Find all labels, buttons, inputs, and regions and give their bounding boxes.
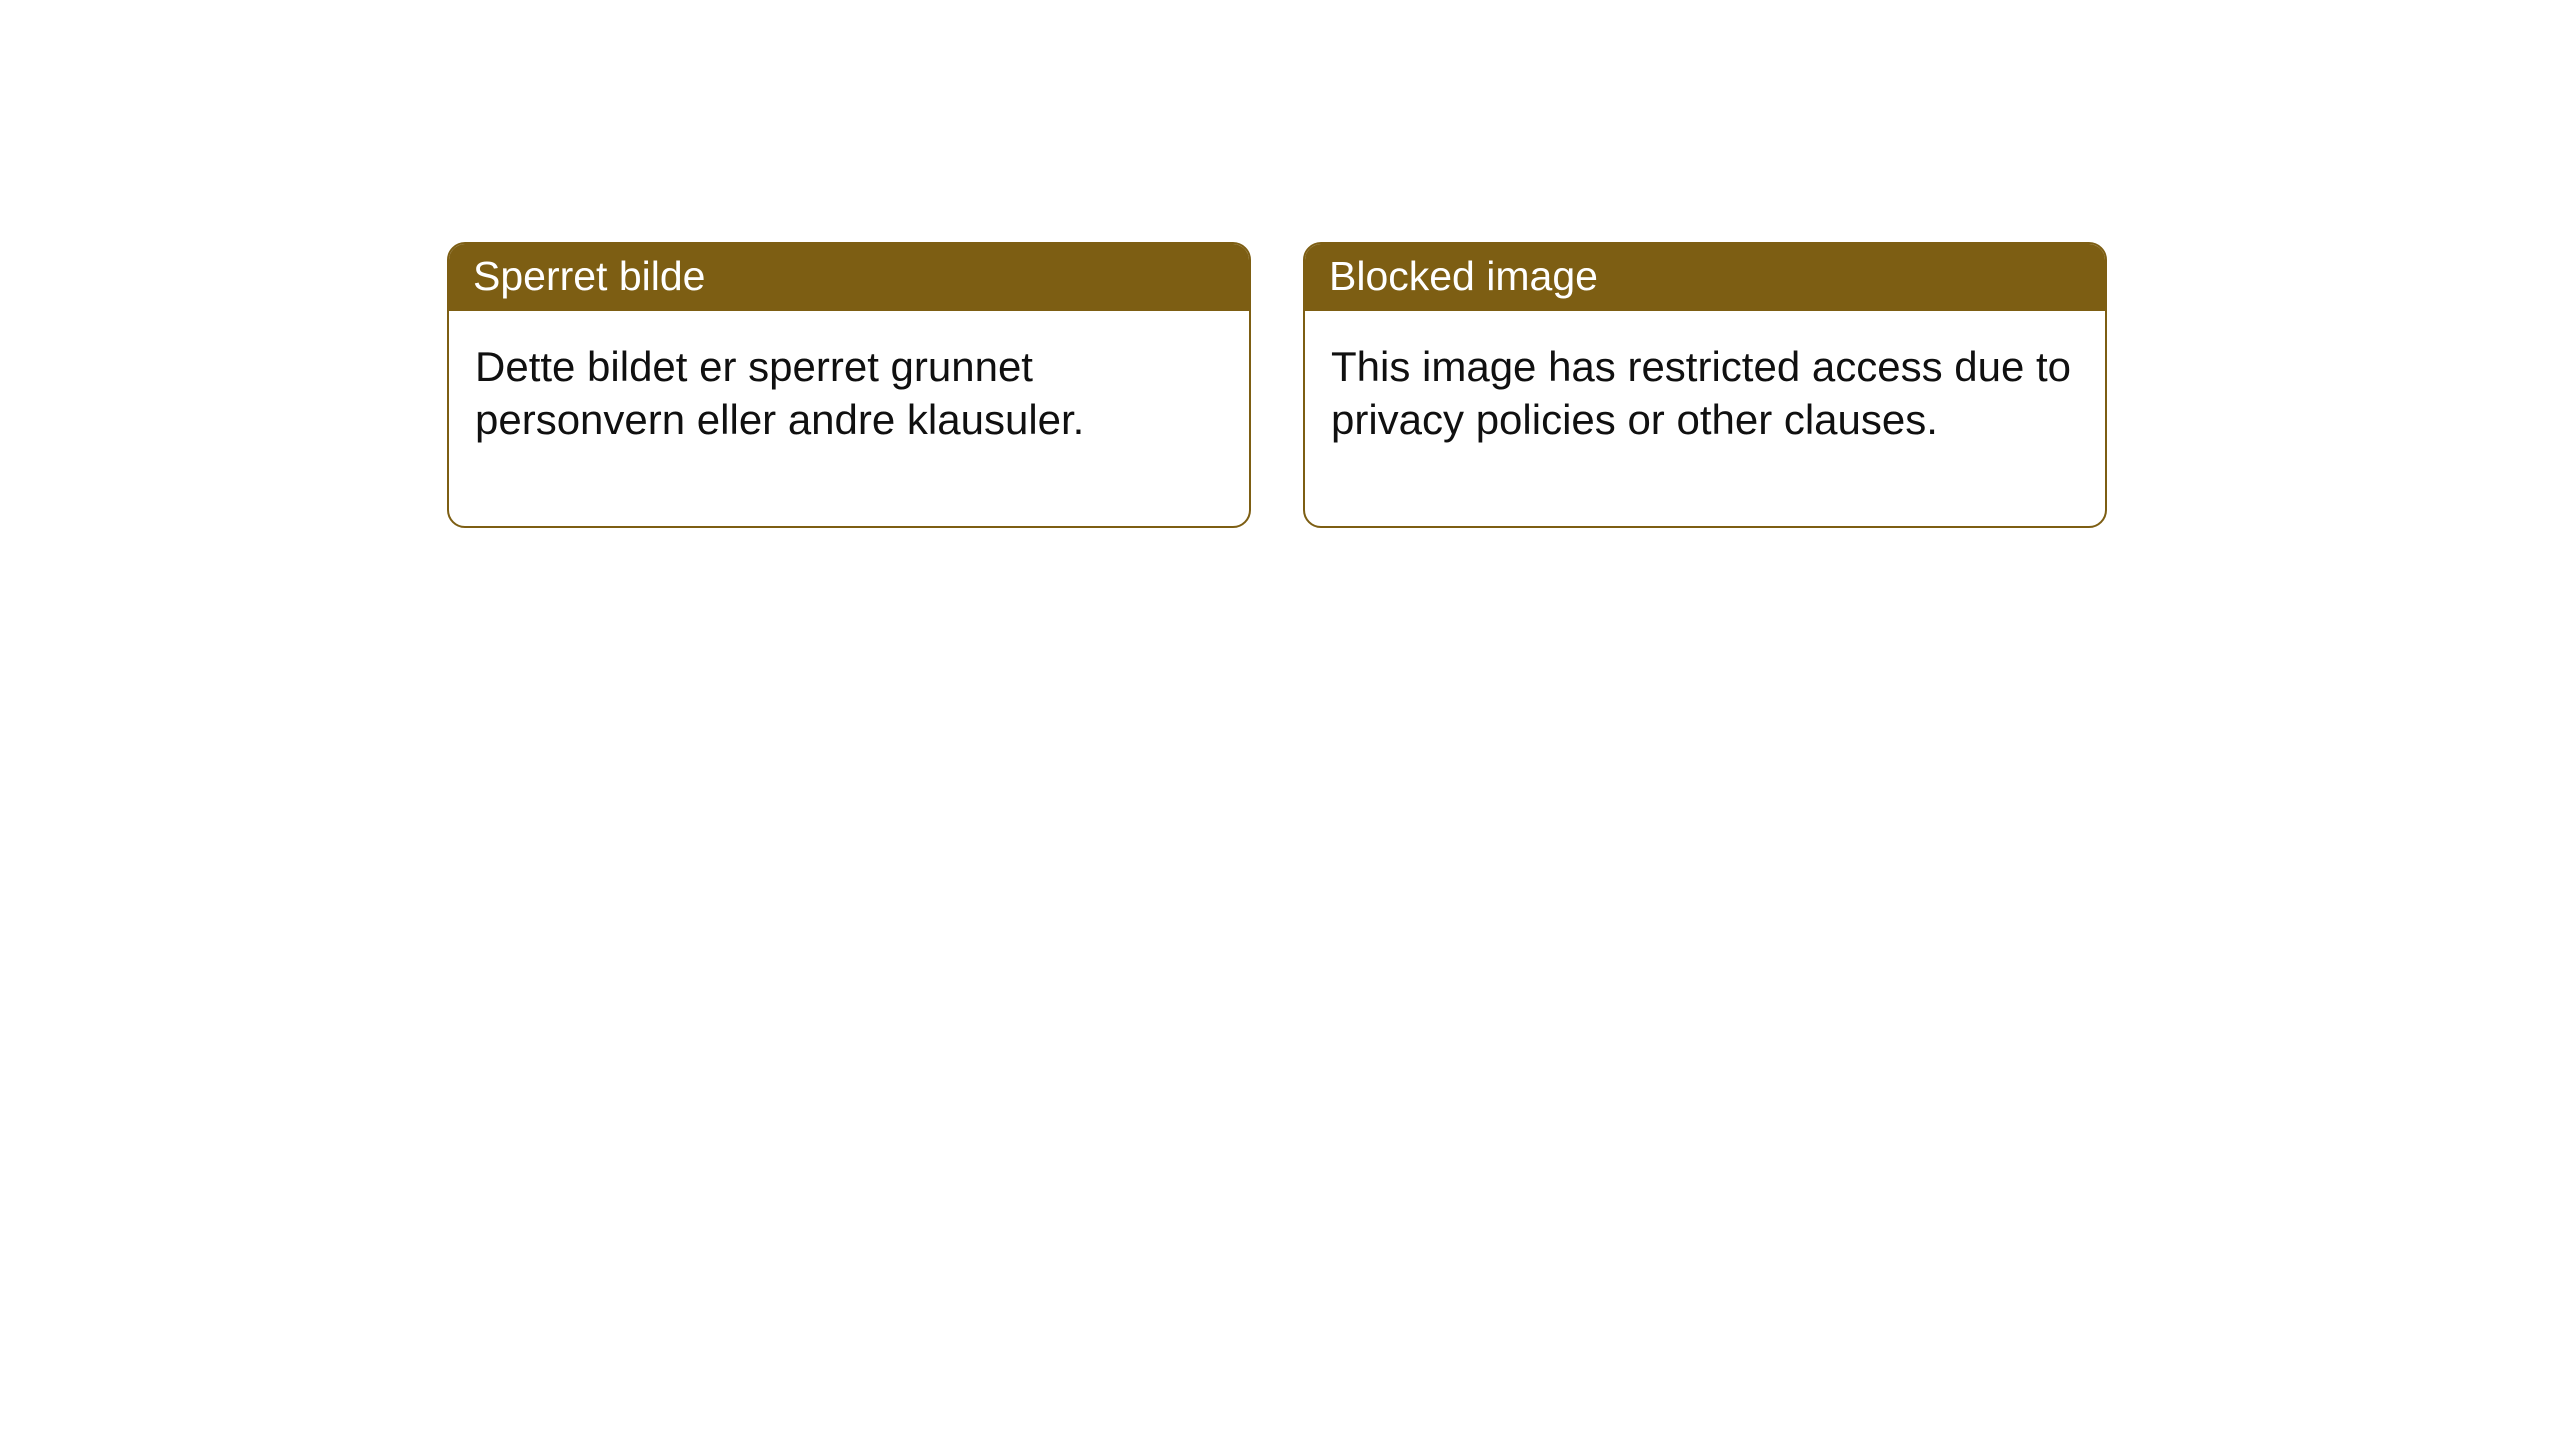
notice-header: Sperret bilde <box>449 244 1249 311</box>
notice-body: Dette bildet er sperret grunnet personve… <box>449 311 1249 526</box>
notice-box-en: Blocked image This image has restricted … <box>1303 242 2107 528</box>
notice-box-no: Sperret bilde Dette bildet er sperret gr… <box>447 242 1251 528</box>
notice-container: Sperret bilde Dette bildet er sperret gr… <box>447 242 2107 528</box>
notice-header: Blocked image <box>1305 244 2105 311</box>
notice-body: This image has restricted access due to … <box>1305 311 2105 526</box>
